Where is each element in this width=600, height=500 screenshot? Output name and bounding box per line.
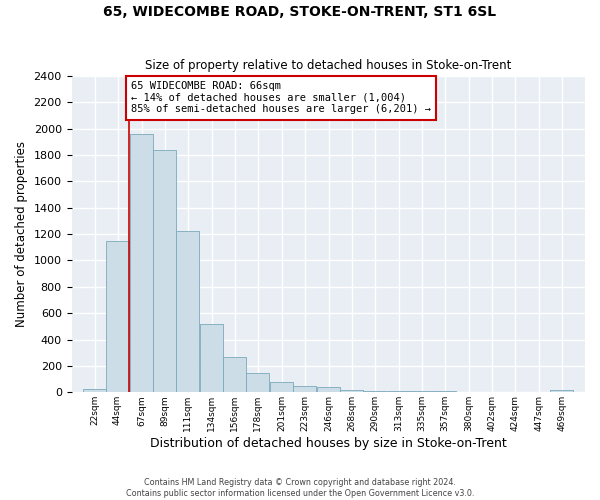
Bar: [130, 134, 153, 392]
Bar: [223, 358, 246, 392]
Bar: [388, 390, 410, 392]
Text: 65 WIDECOMBE ROAD: 66sqm
← 14% of detached houses are smaller (1,004)
85% of sem: 65 WIDECOMBE ROAD: 66sqm ← 14% of detach…: [131, 81, 431, 114]
Bar: [363, 391, 386, 392]
Bar: [293, 386, 316, 392]
Title: Size of property relative to detached houses in Stoke-on-Trent: Size of property relative to detached ho…: [145, 59, 511, 72]
Text: 65, WIDECOMBE ROAD, STOKE-ON-TRENT, ST1 6SL: 65, WIDECOMBE ROAD, STOKE-ON-TRENT, ST1 …: [103, 5, 497, 19]
Text: Contains HM Land Registry data © Crown copyright and database right 2024.
Contai: Contains HM Land Registry data © Crown c…: [126, 478, 474, 498]
Bar: [176, 232, 199, 392]
Bar: [83, 389, 106, 392]
Bar: [410, 391, 433, 392]
X-axis label: Distribution of detached houses by size in Stoke-on-Trent: Distribution of detached houses by size …: [150, 437, 506, 450]
Bar: [433, 391, 457, 392]
Bar: [200, 324, 223, 392]
Bar: [153, 150, 176, 392]
Bar: [340, 390, 363, 392]
Bar: [550, 390, 574, 392]
Y-axis label: Number of detached properties: Number of detached properties: [15, 141, 28, 327]
Bar: [246, 372, 269, 392]
Bar: [106, 240, 129, 392]
Bar: [317, 388, 340, 392]
Bar: [270, 382, 293, 392]
